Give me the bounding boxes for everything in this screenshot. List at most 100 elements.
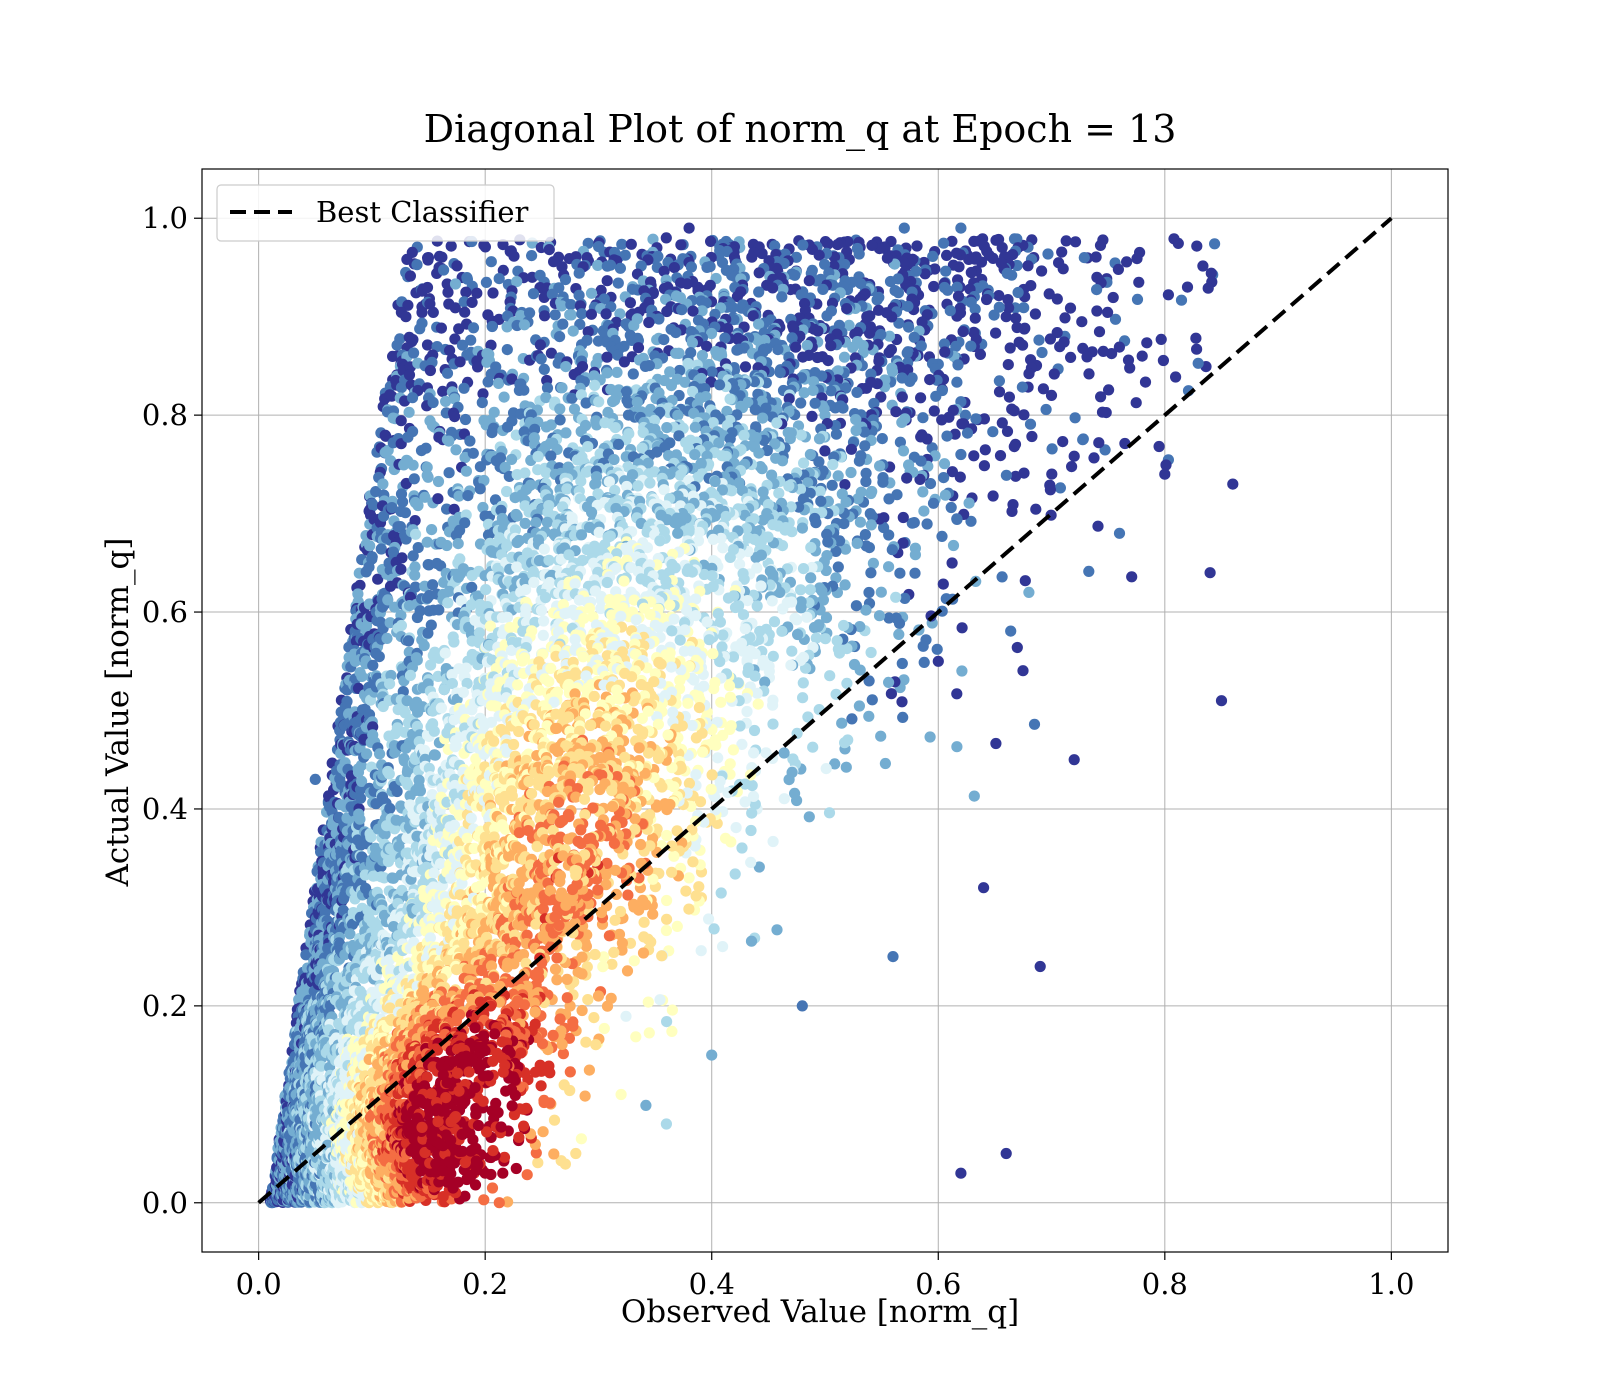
scatter-point	[549, 309, 561, 321]
scatter-point	[653, 313, 665, 325]
scatter-point	[795, 397, 807, 409]
scatter-point	[672, 527, 684, 539]
scatter-point	[887, 951, 899, 963]
scatter-point	[367, 499, 379, 511]
scatter-point	[827, 458, 839, 471]
scatter-point	[1107, 291, 1119, 304]
scatter-point	[927, 250, 939, 262]
scatter-point	[395, 415, 407, 427]
scatter-point	[442, 286, 454, 298]
scatter-point	[1000, 1147, 1012, 1160]
scatter-point	[1099, 444, 1111, 456]
scatter-point	[879, 757, 892, 770]
scatter-point	[924, 731, 936, 743]
scatter-point	[404, 669, 416, 682]
scatter-point	[1136, 350, 1148, 362]
scatter-point	[403, 406, 415, 418]
scatter-point	[422, 254, 434, 266]
plot-area	[201, 168, 1449, 1253]
scatter-point	[450, 444, 462, 456]
scatter-point	[731, 291, 744, 303]
scatter-point	[683, 222, 695, 234]
scatter-point	[1001, 267, 1013, 279]
scatter-point	[901, 347, 913, 359]
scatter-point	[380, 430, 392, 442]
scatter-point	[465, 334, 477, 346]
scatter-point	[746, 251, 758, 263]
scatter-point	[539, 310, 551, 322]
scatter-point	[804, 584, 816, 596]
scatter-point	[592, 259, 604, 271]
scatter-point	[1126, 571, 1138, 583]
scatter-point	[903, 321, 915, 333]
scatter-point	[557, 318, 569, 330]
scatter-point	[883, 561, 895, 573]
scatter-point	[439, 647, 451, 659]
scatter-point	[990, 327, 1002, 339]
scatter-point	[897, 711, 909, 724]
scatter-point	[614, 262, 627, 274]
scatter-point	[714, 379, 726, 391]
scatter-point	[950, 340, 962, 352]
scatter-point	[838, 619, 850, 632]
scatter-point	[448, 393, 460, 405]
scatter-point	[1139, 376, 1152, 388]
scatter-point	[978, 882, 990, 894]
scatter-point	[790, 341, 802, 353]
scatter-point	[1205, 267, 1217, 279]
scatter-point	[956, 665, 968, 677]
scatter-point	[467, 447, 479, 459]
scatter-point	[753, 447, 765, 459]
scatter-point	[850, 600, 863, 612]
scatter-point	[836, 717, 848, 729]
scatter-point	[1003, 302, 1015, 314]
scatter-point	[612, 438, 625, 450]
scatter-point	[665, 380, 678, 392]
scatter-point	[821, 310, 833, 322]
scatter-point	[808, 621, 821, 634]
scatter-point	[1033, 334, 1045, 346]
scatter-point	[1018, 302, 1030, 314]
scatter-point	[1011, 321, 1023, 334]
scatter-point	[1227, 478, 1239, 490]
scatter-point	[601, 260, 613, 272]
scatter-point	[454, 356, 466, 368]
scatter-point	[364, 540, 376, 552]
scatter-point	[441, 278, 453, 290]
scatter-point	[501, 321, 513, 333]
scatter-point	[1006, 505, 1018, 517]
scatter-point	[946, 466, 959, 478]
scatter-point	[1028, 718, 1041, 730]
scatter-point	[1019, 575, 1031, 587]
scatter-point	[853, 700, 866, 712]
scatter-point	[1170, 371, 1182, 383]
scatter-point	[384, 802, 396, 815]
scatter-point	[898, 222, 910, 234]
scatter-point	[631, 396, 643, 408]
scatter-point	[890, 591, 902, 603]
scatter-point	[981, 293, 993, 306]
scatter-point	[528, 576, 540, 589]
scatter-point	[458, 382, 470, 394]
scatter-point	[820, 763, 832, 775]
scatter-point	[386, 390, 398, 402]
scatter-point	[932, 655, 944, 667]
scatter-point	[1024, 418, 1037, 430]
scatter-point	[1077, 434, 1089, 446]
scatter-point	[1112, 263, 1124, 275]
scatter-point	[956, 418, 968, 430]
scatter-point	[456, 339, 469, 351]
scatter-point	[865, 519, 877, 531]
scatter-point	[924, 478, 937, 490]
scatter-point	[1045, 389, 1058, 401]
scatter-point	[373, 651, 385, 663]
scatter-point	[1209, 238, 1221, 250]
scatter-point	[535, 353, 547, 365]
scatter-point	[1036, 346, 1048, 359]
scatter-point	[427, 396, 439, 409]
scatter-point	[987, 426, 999, 438]
scatter-point	[414, 323, 426, 335]
scatter-point	[1002, 294, 1014, 306]
scatter-point	[429, 749, 441, 761]
scatter-point	[545, 450, 557, 462]
